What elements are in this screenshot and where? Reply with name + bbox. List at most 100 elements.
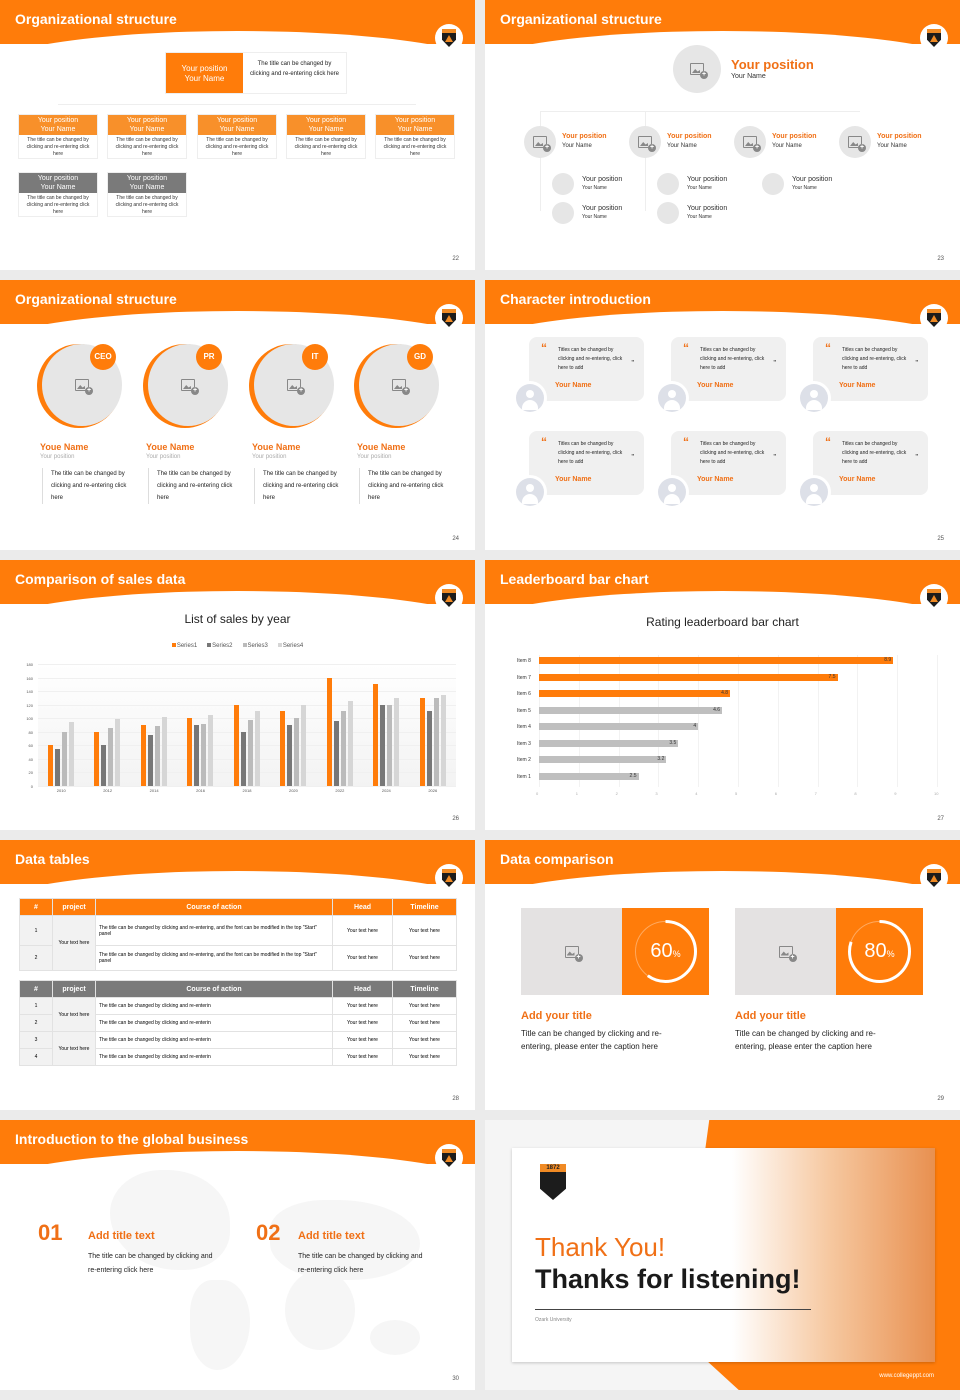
photo-placeholder[interactable] bbox=[839, 126, 871, 158]
org-box: Your position Your Name The title can be c… bbox=[286, 114, 366, 159]
close-quote-icon: ” bbox=[915, 453, 918, 462]
bar bbox=[333, 720, 339, 786]
role-badge: GD bbox=[407, 344, 433, 370]
person-name: Youe Name bbox=[252, 442, 301, 452]
horizontal-bar-chart: 0 1 2 3 4 5 6 7 8 9 10 Item 8 8.9 Item 7 7.5 Item 6 4… bbox=[517, 655, 939, 796]
image-add-icon bbox=[75, 379, 93, 395]
slide-title: Organizational structure bbox=[15, 291, 177, 307]
bar bbox=[301, 704, 307, 786]
bar: 4 bbox=[539, 723, 699, 730]
chart-title: List of sales by year bbox=[184, 612, 291, 626]
slide-26-sales-chart[interactable]: Comparison of sales data List of sales b… bbox=[0, 560, 475, 830]
bar bbox=[94, 731, 100, 786]
header-band bbox=[0, 0, 475, 71]
bar bbox=[347, 700, 353, 786]
avatar bbox=[797, 475, 831, 509]
avatar bbox=[513, 475, 547, 509]
photo-placeholder[interactable] bbox=[734, 126, 766, 158]
bar bbox=[419, 697, 425, 786]
bar bbox=[208, 714, 214, 786]
user-icon bbox=[800, 478, 828, 506]
photo-placeholder[interactable] bbox=[735, 908, 836, 995]
open-quote-icon: “ bbox=[683, 435, 689, 449]
page-number: 24 bbox=[452, 536, 459, 542]
bar bbox=[287, 725, 293, 786]
connector-line bbox=[58, 104, 416, 105]
progress-panel: 60% bbox=[622, 908, 709, 995]
bar bbox=[140, 725, 146, 786]
person-name: Youe Name bbox=[40, 442, 89, 452]
slide-title: Data tables bbox=[15, 851, 90, 867]
connector-line bbox=[540, 111, 860, 112]
avatar bbox=[655, 475, 689, 509]
photo-placeholder[interactable] bbox=[521, 908, 622, 995]
website-link[interactable]: www.collegeppt.com bbox=[879, 1373, 934, 1379]
photo-placeholder[interactable] bbox=[552, 202, 574, 224]
testimonial-card: “ Titles can be changed by clicking and … bbox=[671, 431, 786, 495]
person-name: Youe Name bbox=[357, 442, 406, 452]
testimonial-card: “ Titles can be changed by clicking and … bbox=[529, 337, 644, 401]
photo-placeholder[interactable] bbox=[657, 202, 679, 224]
bar bbox=[147, 735, 153, 786]
org-name: Ozark University bbox=[535, 1317, 572, 1323]
bar bbox=[440, 694, 446, 786]
percent-value: 80 bbox=[864, 940, 887, 962]
user-icon bbox=[658, 384, 686, 412]
close-quote-icon: ” bbox=[631, 359, 634, 368]
user-icon bbox=[516, 478, 544, 506]
org-box: Your position Your Name The title can be c… bbox=[18, 172, 98, 217]
bar bbox=[373, 684, 379, 786]
slide-30-global-business[interactable]: Introduction to the global business 01 A… bbox=[0, 1120, 475, 1390]
position-label: Your position bbox=[181, 64, 228, 73]
user-icon bbox=[658, 478, 686, 506]
bar bbox=[394, 697, 400, 786]
bar bbox=[101, 745, 107, 786]
bar: 3.2 bbox=[539, 756, 667, 763]
slide-29-data-comparison[interactable]: Data comparison 60% Add your title Title… bbox=[485, 840, 960, 1110]
photo-placeholder[interactable] bbox=[629, 126, 661, 158]
bar bbox=[69, 721, 74, 786]
page-number: 23 bbox=[937, 256, 944, 262]
bar bbox=[161, 716, 167, 786]
bar: 4.6 bbox=[539, 706, 723, 714]
bar bbox=[48, 745, 53, 786]
role-badge: CEO bbox=[90, 344, 116, 370]
item-number: 01 bbox=[38, 1220, 63, 1245]
shield-icon bbox=[927, 29, 941, 47]
photo-placeholder[interactable] bbox=[524, 126, 556, 158]
bar bbox=[294, 718, 300, 786]
bar bbox=[233, 704, 239, 786]
slide-title: Leaderboard bar chart bbox=[500, 571, 649, 587]
photo-placeholder[interactable] bbox=[673, 45, 721, 93]
slide-title: Organizational structure bbox=[500, 11, 662, 27]
close-quote-icon: ” bbox=[773, 359, 776, 368]
photo-placeholder[interactable] bbox=[657, 173, 679, 195]
photo-placeholder[interactable] bbox=[762, 173, 784, 195]
bar bbox=[426, 711, 432, 786]
university-logo: 1872 bbox=[540, 1164, 566, 1200]
org-box: Your position Your Name The title can be c… bbox=[107, 114, 187, 159]
photo-placeholder[interactable] bbox=[552, 173, 574, 195]
thank-you-card: 1872 Thank You! Thanks for listening! Oz… bbox=[512, 1148, 935, 1362]
slide-25-character-intro[interactable]: Character introduction “ Titles can be c… bbox=[485, 280, 960, 550]
bar bbox=[340, 711, 346, 786]
slide-title: Data comparison bbox=[500, 851, 614, 867]
bar: 8.9 bbox=[539, 657, 894, 664]
bar bbox=[254, 711, 260, 786]
slide-22-org-structure[interactable]: Organizational structure Your position Yo… bbox=[0, 0, 475, 270]
item-number: 02 bbox=[256, 1220, 281, 1245]
slide-31-thank-you[interactable]: 1872 Thank You! Thanks for listening! Oz… bbox=[485, 1120, 960, 1390]
slide-28-data-tables[interactable]: Data tables # project Course of action Head… bbox=[0, 840, 475, 1110]
bar bbox=[187, 718, 193, 786]
user-icon bbox=[516, 384, 544, 412]
slide-24-org-structure[interactable]: Organizational structure CEO PR IT GD Yo… bbox=[0, 280, 475, 550]
slide-27-leaderboard[interactable]: Leaderboard bar chart Rating leaderboard… bbox=[485, 560, 960, 830]
org-box: Your position Your Name The title can be c… bbox=[197, 114, 277, 159]
top-position-box: Your position Your Name The title can be … bbox=[165, 52, 347, 94]
bar bbox=[247, 719, 253, 786]
bar bbox=[380, 704, 386, 786]
bar bbox=[55, 748, 60, 786]
header-band bbox=[0, 280, 475, 351]
close-quote-icon: ” bbox=[915, 359, 918, 368]
slide-23-org-structure[interactable]: Organizational structure Your position Y… bbox=[485, 0, 960, 270]
